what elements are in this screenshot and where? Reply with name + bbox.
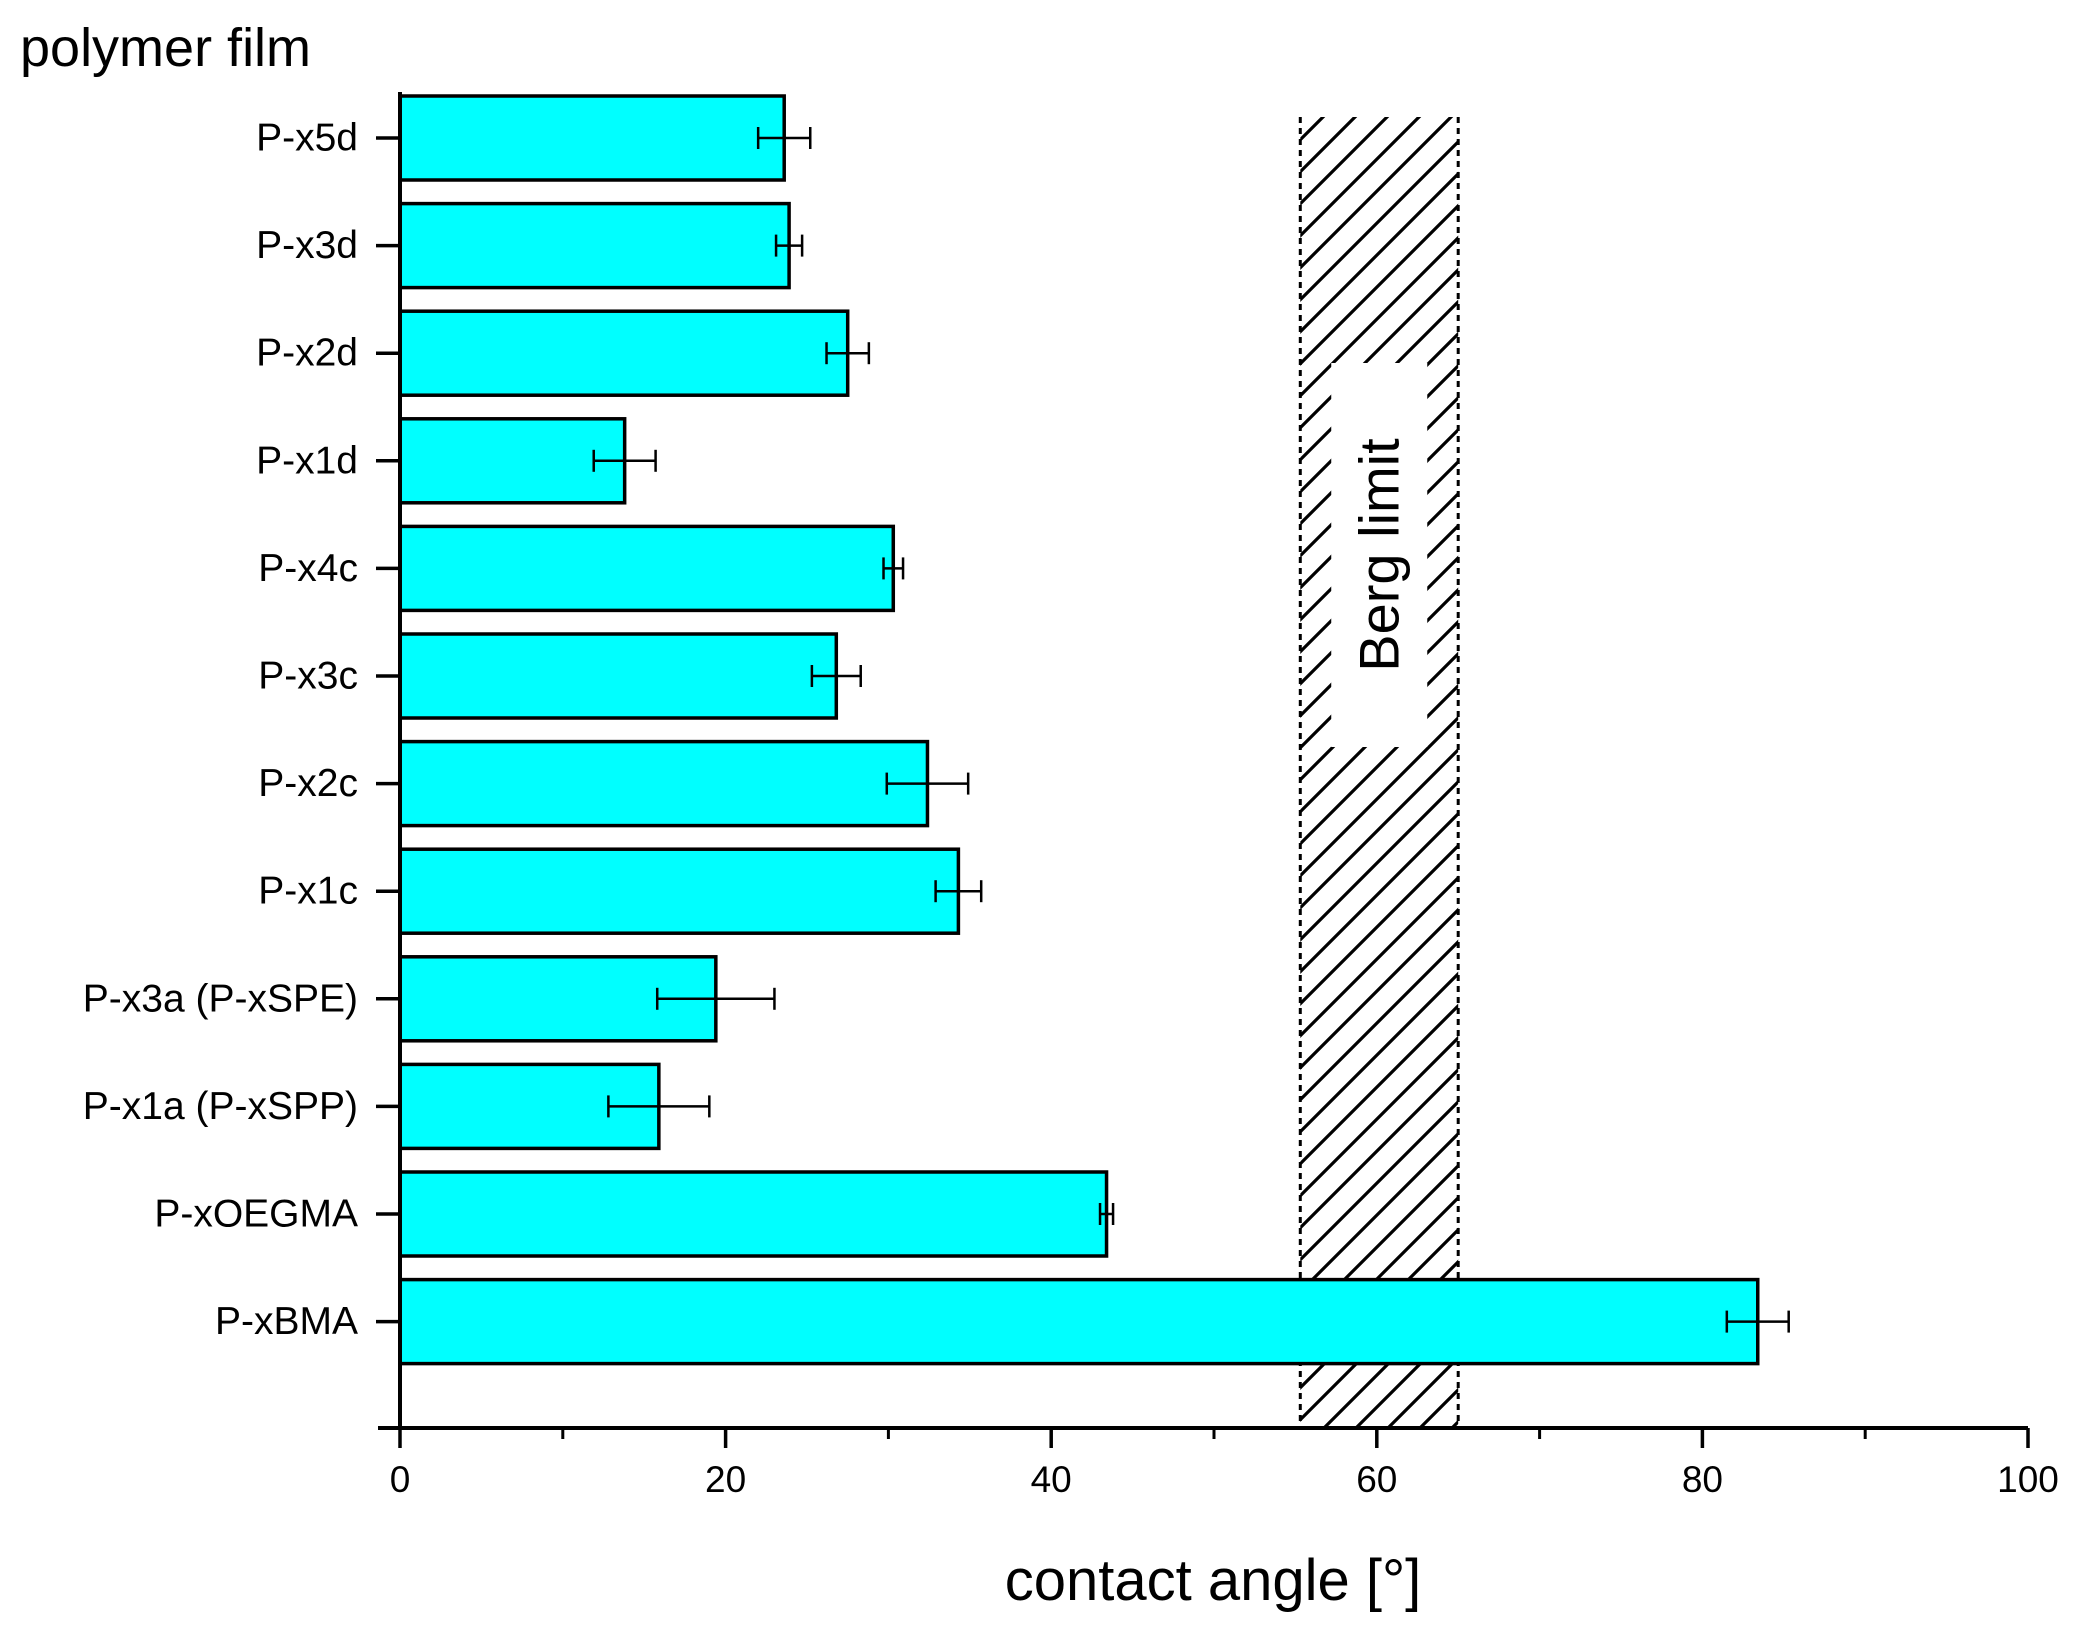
category-label: P-xOEGMA: [154, 1193, 358, 1236]
category-label: P-x3a (P-xSPE): [83, 977, 358, 1020]
category-label: P-x2c: [258, 762, 358, 805]
category-label: P-x3c: [258, 655, 358, 698]
x-tick-label: 100: [1997, 1459, 2059, 1500]
y-axis-title: polymer film: [20, 18, 311, 78]
x-tick-label: 80: [1682, 1459, 1723, 1500]
berg-limit-hatch: [1300, 117, 1459, 1428]
x-tick-label: 60: [1356, 1459, 1397, 1500]
category-label: P-x1d: [256, 439, 358, 482]
x-tick-label: 40: [1031, 1459, 1072, 1500]
bar-P-x2d: [398, 309, 850, 397]
x-tick-label: 0: [390, 1459, 411, 1500]
x-tick-label: 20: [705, 1459, 746, 1500]
bar-P-x3d: [398, 201, 791, 290]
bar-P-x1d: [398, 417, 627, 505]
bar-P-xOEGMA: [398, 1170, 1109, 1258]
category-label: P-x3d: [256, 224, 358, 267]
bar-P-x3c: [398, 632, 839, 720]
category-label: P-x2d: [256, 332, 358, 375]
bar-P-x2c: [398, 739, 930, 828]
category-label: P-xBMA: [215, 1300, 358, 1343]
berg-limit-label: Berg limit: [1348, 438, 1411, 672]
berg-limit-band: Berg limit: [1298, 117, 1460, 1428]
category-label: P-x4c: [258, 547, 358, 590]
x-axis-title: contact angle [°]: [1005, 1548, 1422, 1613]
bar-P-x1c: [398, 847, 961, 935]
category-label: P-x1a (P-xSPP): [83, 1085, 358, 1128]
category-label: P-x5d: [256, 117, 358, 160]
bar-P-x5d: [398, 94, 786, 182]
bar-P-x4c: [398, 524, 896, 613]
category-label: P-x1c: [258, 870, 358, 913]
axes: P-x5d P-x3d P-x2d P-x1d P-x4c P-x3c P-x2c P-x1c…: [83, 92, 2059, 1500]
bars: [398, 94, 1790, 1366]
berg-limit-label-bg: [1331, 363, 1428, 747]
bar-P-xBMA: [398, 1277, 1760, 1366]
